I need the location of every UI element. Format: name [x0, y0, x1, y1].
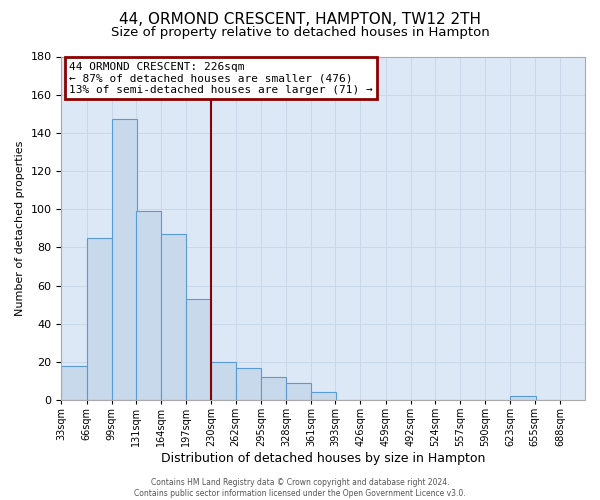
- Bar: [136, 211, 161, 400]
- Bar: [511, 396, 536, 400]
- Text: Contains HM Land Registry data © Crown copyright and database right 2024.
Contai: Contains HM Land Registry data © Crown c…: [134, 478, 466, 498]
- Bar: [236, 368, 261, 400]
- Text: 44, ORMOND CRESCENT, HAMPTON, TW12 2TH: 44, ORMOND CRESCENT, HAMPTON, TW12 2TH: [119, 12, 481, 28]
- Bar: [86, 238, 112, 400]
- Bar: [211, 362, 236, 400]
- Bar: [61, 366, 86, 400]
- Bar: [261, 377, 286, 400]
- Text: Size of property relative to detached houses in Hampton: Size of property relative to detached ho…: [110, 26, 490, 39]
- Bar: [186, 299, 211, 400]
- X-axis label: Distribution of detached houses by size in Hampton: Distribution of detached houses by size …: [161, 452, 485, 465]
- Bar: [286, 383, 311, 400]
- Y-axis label: Number of detached properties: Number of detached properties: [15, 140, 25, 316]
- Text: 44 ORMOND CRESCENT: 226sqm
← 87% of detached houses are smaller (476)
13% of sem: 44 ORMOND CRESCENT: 226sqm ← 87% of deta…: [69, 62, 373, 95]
- Bar: [311, 392, 336, 400]
- Bar: [161, 234, 186, 400]
- Bar: [112, 120, 137, 400]
